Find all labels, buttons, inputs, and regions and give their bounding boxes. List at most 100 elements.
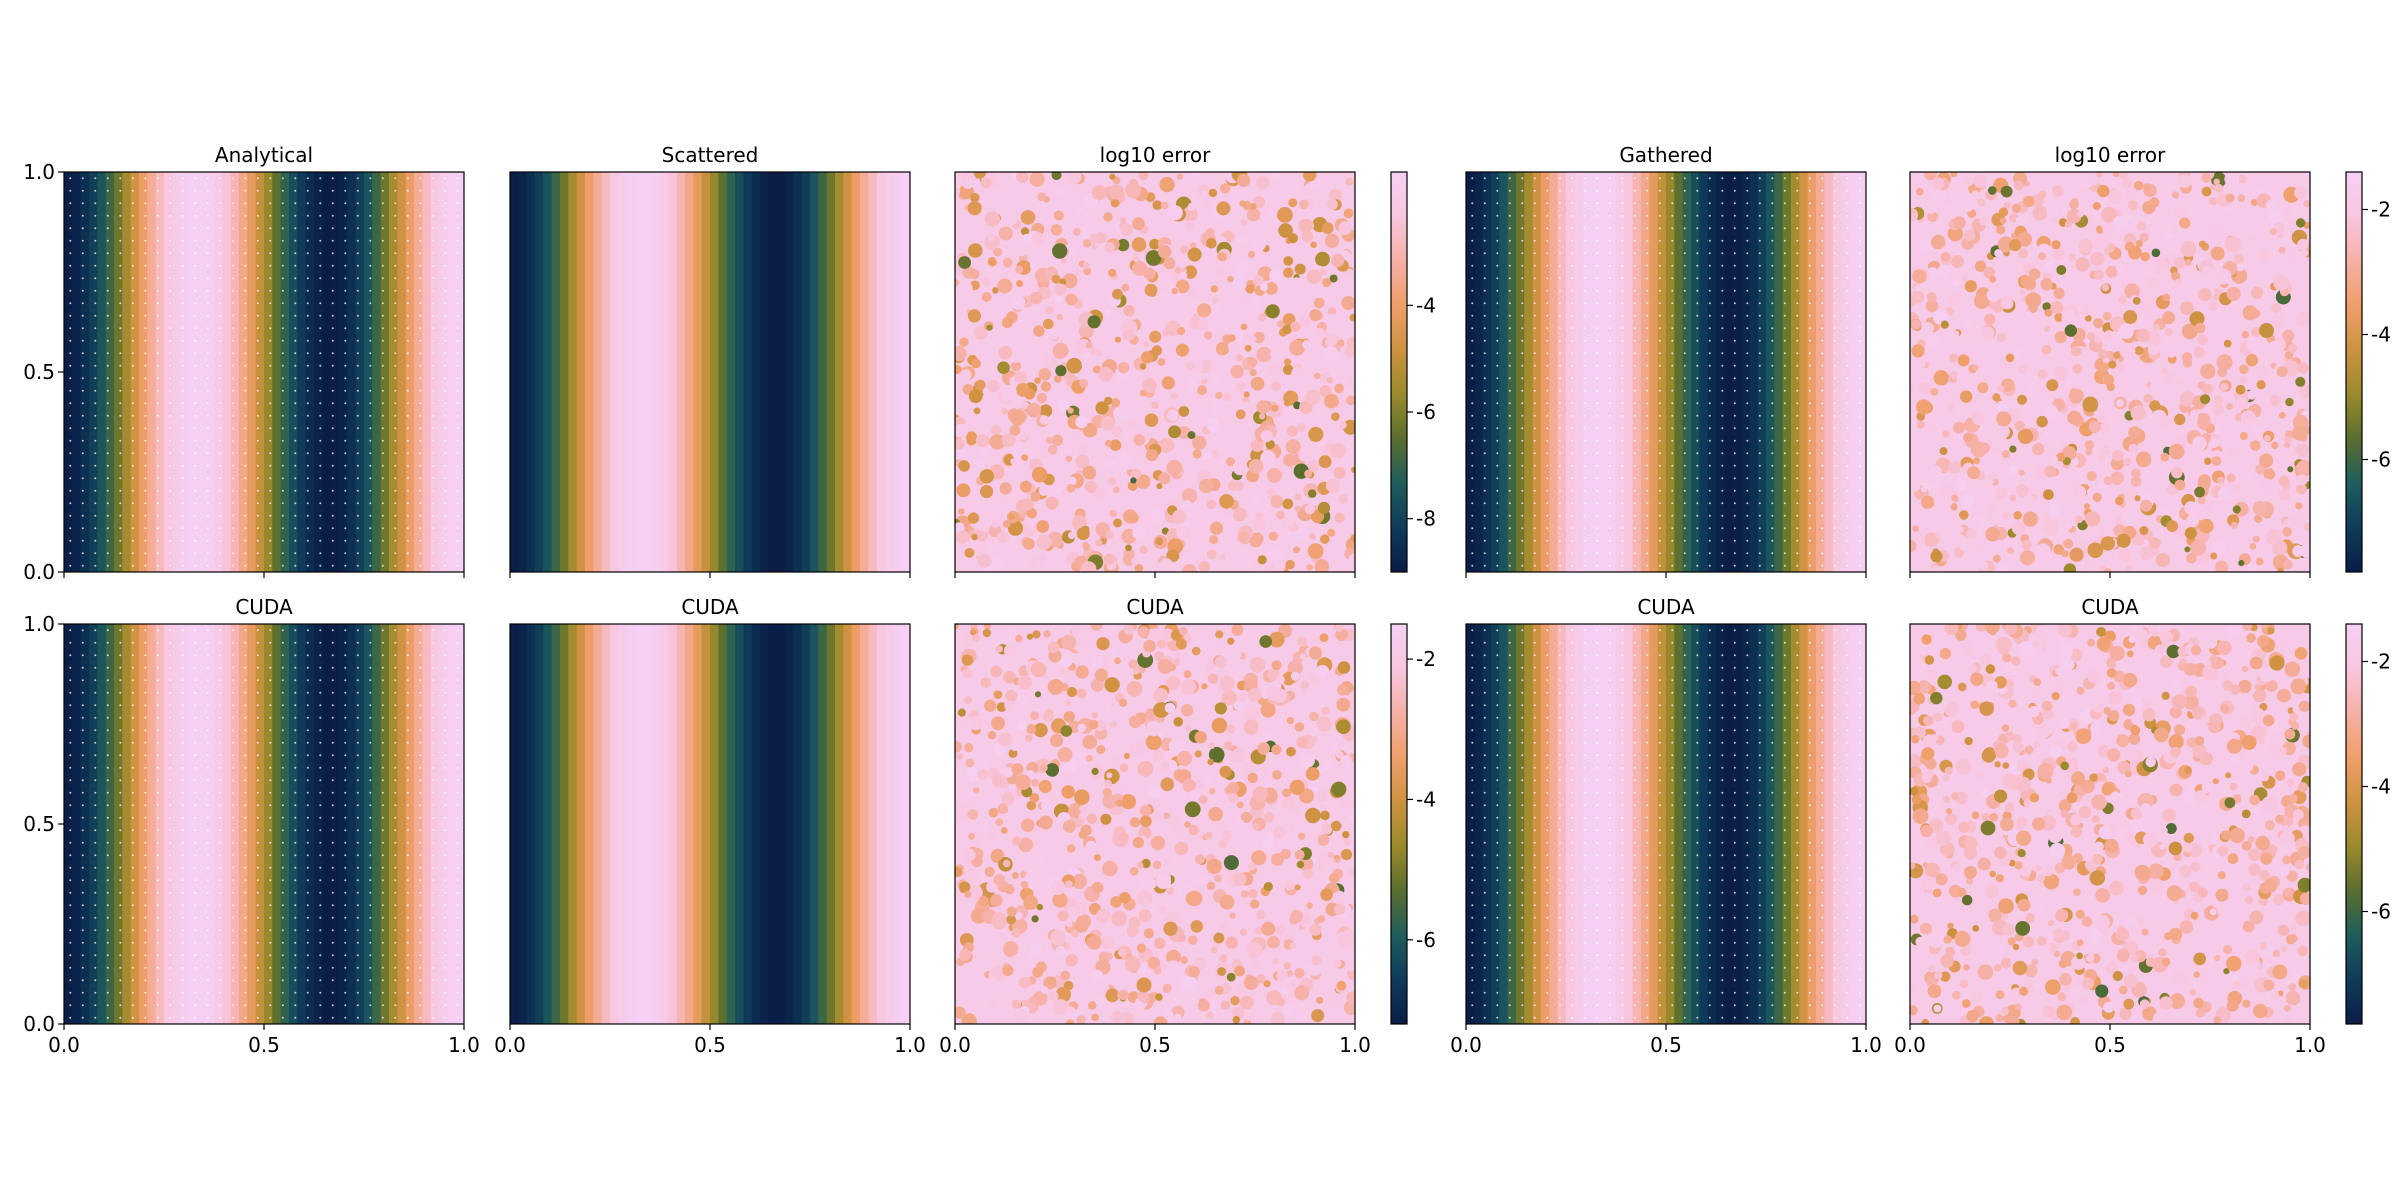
point bbox=[69, 402, 72, 405]
blob bbox=[1237, 258, 1251, 272]
blob bbox=[955, 279, 960, 286]
point bbox=[1558, 289, 1561, 292]
point bbox=[369, 804, 372, 807]
blob bbox=[1224, 446, 1236, 458]
point bbox=[419, 352, 422, 355]
point bbox=[94, 791, 97, 794]
point bbox=[1746, 502, 1749, 505]
point bbox=[1471, 489, 1474, 492]
point bbox=[306, 539, 309, 542]
cell bbox=[380, 624, 390, 1024]
blob bbox=[2070, 345, 2082, 357]
point bbox=[381, 252, 384, 255]
point bbox=[1471, 364, 1474, 367]
point bbox=[1658, 302, 1661, 305]
point bbox=[1546, 227, 1549, 230]
point bbox=[1508, 277, 1511, 280]
blob bbox=[2294, 186, 2307, 199]
point bbox=[294, 691, 297, 694]
point bbox=[256, 227, 259, 230]
point bbox=[144, 654, 147, 657]
point bbox=[456, 439, 459, 442]
point bbox=[1496, 189, 1499, 192]
blob bbox=[1277, 320, 1285, 328]
point bbox=[369, 779, 372, 782]
point bbox=[1471, 552, 1474, 555]
plot-area bbox=[64, 172, 464, 572]
blob bbox=[1996, 411, 2012, 427]
blob bbox=[1107, 476, 1117, 485]
point bbox=[1758, 527, 1761, 530]
point bbox=[194, 489, 197, 492]
point bbox=[94, 377, 97, 380]
point bbox=[269, 641, 272, 644]
blob bbox=[2189, 311, 2205, 327]
point bbox=[356, 364, 359, 367]
point bbox=[1583, 289, 1586, 292]
point bbox=[406, 754, 409, 757]
point bbox=[156, 552, 159, 555]
point bbox=[119, 991, 122, 994]
point bbox=[281, 477, 284, 480]
point bbox=[281, 704, 284, 707]
point bbox=[394, 629, 397, 632]
point bbox=[369, 866, 372, 869]
point bbox=[1646, 489, 1649, 492]
point bbox=[119, 477, 122, 480]
point bbox=[294, 214, 297, 217]
point bbox=[194, 252, 197, 255]
point bbox=[356, 464, 359, 467]
blob bbox=[1911, 319, 1921, 330]
point bbox=[281, 816, 284, 819]
point bbox=[1808, 539, 1811, 542]
blob bbox=[1338, 494, 1349, 504]
point bbox=[256, 427, 259, 430]
point bbox=[1746, 514, 1749, 517]
point bbox=[1608, 539, 1611, 542]
blob bbox=[2235, 263, 2245, 272]
point bbox=[81, 654, 84, 657]
point bbox=[1708, 552, 1711, 555]
point bbox=[156, 1016, 159, 1019]
blob bbox=[1001, 317, 1013, 328]
point bbox=[344, 539, 347, 542]
point bbox=[244, 741, 247, 744]
point bbox=[331, 666, 334, 669]
blob bbox=[2209, 197, 2218, 206]
blob bbox=[2179, 217, 2191, 229]
point bbox=[194, 327, 197, 330]
point bbox=[181, 239, 184, 242]
point bbox=[1508, 302, 1511, 305]
point bbox=[281, 202, 284, 205]
point bbox=[406, 804, 409, 807]
blob bbox=[1082, 543, 1091, 551]
point bbox=[1596, 364, 1599, 367]
blob bbox=[1203, 402, 1211, 410]
point bbox=[1671, 202, 1674, 205]
point bbox=[156, 352, 159, 355]
point bbox=[294, 464, 297, 467]
point bbox=[281, 364, 284, 367]
blob bbox=[2168, 351, 2176, 358]
blob bbox=[2011, 203, 2022, 214]
point bbox=[1583, 227, 1586, 230]
point bbox=[381, 439, 384, 442]
point bbox=[456, 239, 459, 242]
point bbox=[119, 779, 122, 782]
colorbar: -4-6-8 bbox=[1390, 171, 1436, 573]
blob bbox=[1188, 317, 1202, 330]
point bbox=[1696, 227, 1699, 230]
blob bbox=[2178, 174, 2192, 188]
point bbox=[306, 854, 309, 857]
point bbox=[156, 302, 159, 305]
point bbox=[281, 414, 284, 417]
blob bbox=[1143, 341, 1150, 348]
point bbox=[331, 716, 334, 719]
blob bbox=[1145, 448, 1159, 462]
point bbox=[1571, 477, 1574, 480]
point bbox=[1721, 564, 1724, 567]
blob bbox=[2295, 376, 2306, 387]
point bbox=[144, 427, 147, 430]
point bbox=[356, 264, 359, 267]
point bbox=[1596, 402, 1599, 405]
